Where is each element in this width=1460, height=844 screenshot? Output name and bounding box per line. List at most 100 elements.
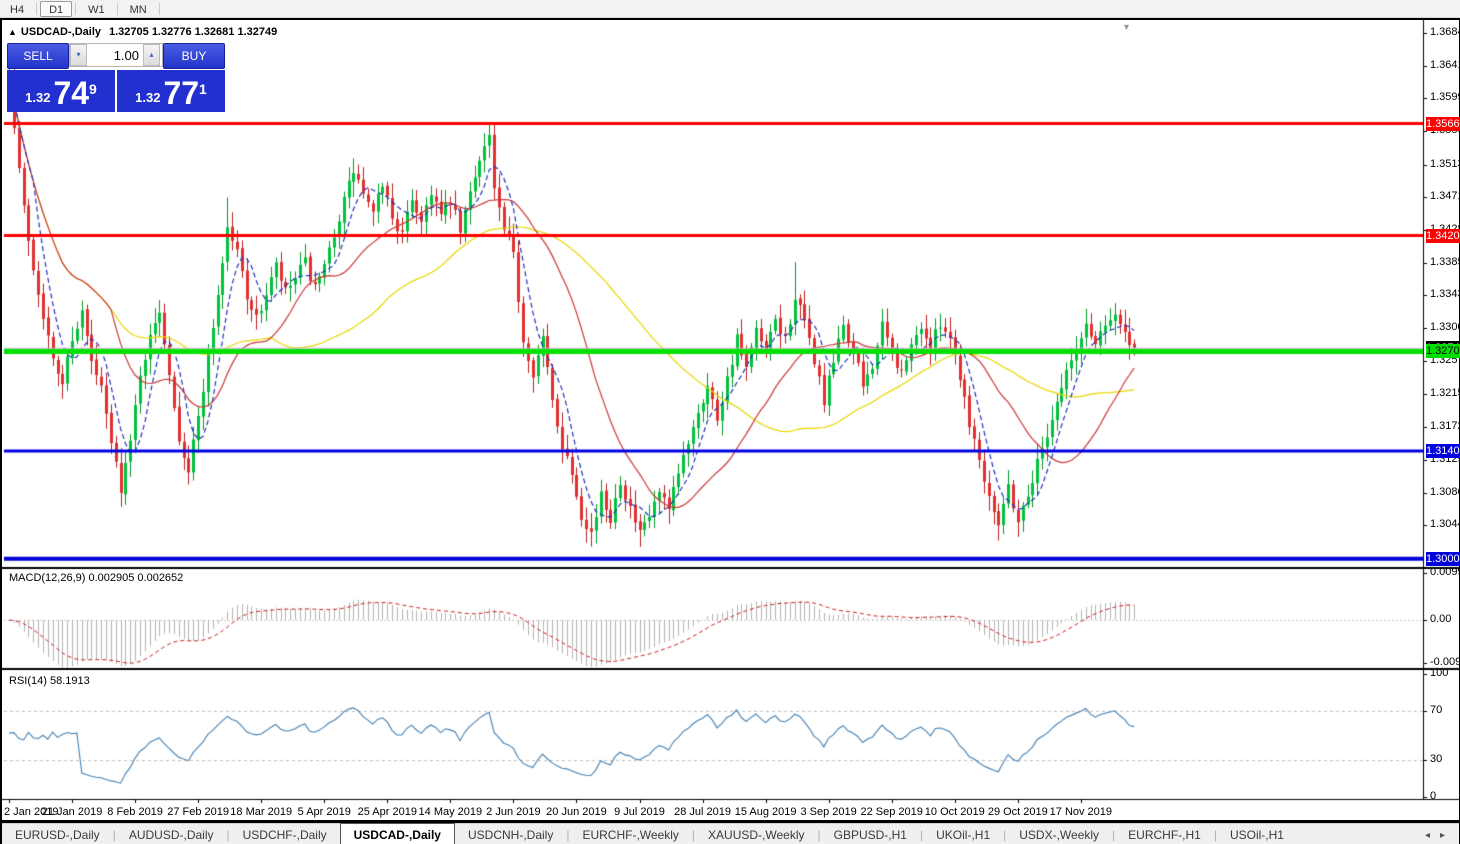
chart-title-bar: ▲ USDCAD-,Daily 1.32705 1.32776 1.32681 1.… (8, 26, 277, 38)
date-axis-label: 14 May 2019 (418, 806, 483, 818)
toolbar-separator (75, 2, 77, 15)
buy-price-pip: 1 (199, 81, 207, 97)
buy-price-display[interactable]: 1.32 77 1 (117, 70, 225, 112)
volume-input[interactable] (87, 44, 143, 66)
tab-separator: | (919, 828, 924, 842)
price-axis-label: 1.33000 (1430, 321, 1460, 334)
rsi-indicator-label: RSI(14) 58.1913 (9, 675, 90, 687)
chart-ohlc-values: 1.32705 1.32776 1.32681 1.32749 (109, 26, 278, 38)
chart-symbol-label: USDCAD-,Daily (20, 26, 101, 38)
price-axis-label: 1.36410 (1430, 59, 1460, 72)
tab-eurchf-weekly[interactable]: EURCHF-,Weekly (582, 828, 679, 842)
rsi-axis-label: 70 (1430, 703, 1443, 716)
date-axis-label: 25 Apr 2019 (357, 806, 417, 818)
date-axis-label: 18 Mar 2019 (230, 806, 293, 818)
tab-usdx-weekly[interactable]: USDX-,Weekly (1019, 828, 1100, 842)
volume-stepper: ▾ ▴ (69, 43, 163, 67)
tab-xauusd-weekly[interactable]: XAUUSD-,Weekly (708, 828, 805, 842)
tab-separator: | (112, 828, 116, 842)
tab-separator: | (817, 828, 821, 842)
date-axis-label: 20 Jun 2019 (546, 806, 607, 818)
tab-nav: ◂ ▸ (1425, 830, 1459, 844)
price-axis-label: 1.31720 (1430, 419, 1460, 432)
down-arrow-icon: ▾ (76, 50, 81, 59)
rsi-axis-label: 30 (1430, 753, 1443, 766)
tab-separator: | (1213, 828, 1217, 842)
tab-usdcnh-daily[interactable]: USDCNH-,Daily (467, 828, 554, 842)
up-arrow-icon: ▴ (149, 50, 154, 59)
rsi-axis-label: 100 (1430, 667, 1449, 679)
date-axis-label: 27 Feb 2019 (167, 806, 230, 818)
date-axis-label: 8 Feb 2019 (107, 806, 163, 818)
hline-price-label: 1.34206 (1426, 228, 1460, 243)
price-axis-label: 1.35990 (1430, 91, 1460, 104)
sell-price-prefix: 1.32 (25, 90, 51, 105)
date-axis-label: 15 Aug 2019 (734, 806, 797, 818)
price-axis-label: 1.30860 (1430, 486, 1460, 498)
tabs-scroll-left-icon[interactable]: ◂ (1424, 830, 1430, 841)
tab-audusd-daily[interactable]: AUDUSD-,Daily (128, 828, 214, 842)
chart-window: ▲ USDCAD-,Daily 1.32705 1.32776 1.32681 1.… (0, 18, 1460, 844)
chart-tabs-bar: EURUSD-,Daily | AUDUSD-,Daily | USDCHF-,Dail… (2, 823, 1459, 844)
hline-price-label: 1.35662 (1426, 116, 1460, 131)
sell-price-pip: 9 (89, 81, 97, 97)
rsi-axis-label: 0 (1430, 790, 1437, 802)
price-axis-label: 1.35130 (1430, 157, 1460, 170)
macd-axis-label: -0.009188 (1430, 656, 1460, 669)
volume-decrease-button[interactable]: ▾ (70, 44, 87, 66)
date-axis-label: 21 Jan 2019 (41, 806, 103, 818)
volume-increase-button[interactable]: ▴ (143, 44, 160, 66)
price-axis-label: 1.30440 (1430, 518, 1460, 531)
collapse-chart-icon[interactable]: ▲ (8, 27, 17, 37)
price-axis-label: 1.36840 (1430, 26, 1460, 38)
price-axis-label: 1.33850 (1430, 256, 1460, 268)
buy-price-prefix: 1.32 (135, 90, 161, 105)
date-axis-label: 2 Jun 2019 (486, 806, 541, 818)
macd-axis-label: 0.00 (1430, 613, 1452, 625)
timeframe-button-h4[interactable]: H4 (10, 3, 25, 16)
tab-usdcad-daily[interactable]: USDCAD-,Daily (339, 823, 455, 844)
tab-usdchf-daily[interactable]: USDCHF-,Daily (242, 828, 327, 842)
buy-price-main: 77 (163, 75, 200, 111)
date-axis-label: 9 Jul 2019 (614, 806, 665, 818)
window-bottom-border (2, 820, 1459, 823)
tab-separator: | (566, 828, 570, 842)
date-axis-label: 5 Apr 2019 (297, 806, 351, 818)
tabs-scroll-right-icon[interactable]: ▸ (1439, 830, 1445, 841)
price-axis-label: 1.32150 (1430, 386, 1460, 399)
macd-indicator-label: MACD(12,26,9) 0.002905 0.002652 (9, 572, 184, 584)
macd-axis-label: 0.009957 (1430, 566, 1460, 579)
price-axis-label: 1.33430 (1430, 288, 1460, 301)
date-axis-label: 2 Jan 2019 (4, 806, 59, 818)
date-axis-label: 3 Sep 2019 (800, 806, 857, 818)
tab-gbpusd-h1[interactable]: GBPUSD-,H1 (833, 828, 907, 842)
tab-eurusd-daily[interactable]: EURUSD-,Daily (15, 828, 100, 842)
tab-separator: | (1112, 828, 1116, 842)
toolbar-separator (158, 2, 160, 15)
price-chart-canvas[interactable] (2, 20, 1459, 820)
timeframe-toolbar: H4 D1 W1 MN (0, 0, 1460, 18)
tab-separator: | (226, 828, 230, 842)
price-axis-label: 1.34710 (1430, 189, 1460, 202)
hline-price-label: 1.30004 (1426, 551, 1460, 566)
toolbar-separator (36, 2, 38, 15)
timeframe-button-mn[interactable]: MN (129, 3, 147, 16)
tab-ukoil-h1[interactable]: UKOil-,H1 (936, 828, 991, 842)
date-axis-label: 22 Sep 2019 (860, 806, 923, 818)
chart-shift-marker-icon[interactable]: ▼ (1122, 22, 1131, 32)
tab-separator: | (691, 828, 696, 842)
tab-usoil-h1[interactable]: USOil-,H1 (1229, 828, 1284, 842)
timeframe-button-w1[interactable]: W1 (88, 3, 105, 16)
date-axis-label: 17 Nov 2019 (1049, 806, 1113, 818)
sell-button[interactable]: SELL (7, 43, 69, 69)
tab-separator: | (1003, 828, 1007, 842)
sell-price-display[interactable]: 1.32 74 9 (7, 70, 115, 112)
hline-price-label: 1.31407 (1426, 443, 1460, 458)
date-axis-label: 10 Oct 2019 (924, 806, 985, 818)
date-axis-label: 28 Jul 2019 (674, 806, 731, 818)
buy-button[interactable]: BUY (163, 43, 225, 69)
tab-eurchf-h1[interactable]: EURCHF-,H1 (1128, 828, 1201, 842)
timeframe-button-d1[interactable]: D1 (40, 0, 73, 17)
